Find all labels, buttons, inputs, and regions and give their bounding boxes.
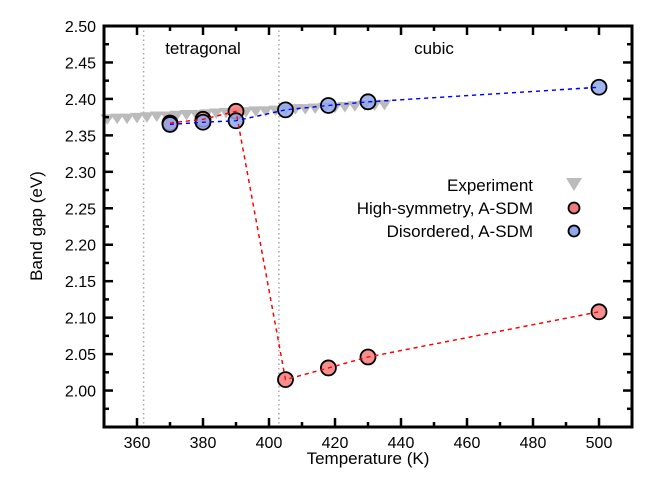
- experiment-point: [298, 104, 313, 115]
- y-tick-label: 2.15: [65, 274, 96, 291]
- legend-label: Experiment: [447, 176, 533, 195]
- x-tick-label: 500: [586, 435, 613, 452]
- disordered-point: [359, 93, 377, 111]
- x-tick-label: 460: [454, 435, 481, 452]
- experiment-point: [347, 101, 362, 112]
- y-tick-label: 2.05: [65, 347, 96, 364]
- y-tick-label: 2.45: [65, 55, 96, 72]
- experiment-point: [169, 110, 184, 122]
- experiment-point: [209, 108, 224, 120]
- x-tick-label: 360: [124, 435, 151, 452]
- x-tick-label: 380: [190, 435, 217, 452]
- model-points: [161, 78, 608, 389]
- disordered-point: [277, 101, 294, 119]
- x-axis-label: Temperature (K): [307, 449, 430, 468]
- y-tick-label: 2.10: [65, 311, 96, 328]
- disordered-point: [161, 116, 179, 133]
- phase-label: tetragonal: [165, 39, 241, 58]
- disordered-line-overlay: [169, 86, 600, 126]
- legend-triangle-icon: [566, 178, 582, 191]
- y-tick-label: 2.00: [65, 384, 96, 401]
- disordered-point: [319, 97, 337, 114]
- experiment-point: [179, 110, 194, 121]
- x-tick-label: 440: [388, 435, 415, 452]
- experiment-point: [110, 113, 125, 125]
- y-tick-label: 2.20: [65, 238, 96, 255]
- experiment-point: [377, 99, 392, 111]
- experiment-point: [337, 102, 352, 113]
- phase-boundaries: [142, 26, 280, 427]
- disordered-point: [590, 78, 608, 96]
- model-lines: [169, 86, 600, 381]
- plot-frame: [102, 24, 634, 429]
- high-symmetry-point: [590, 303, 608, 321]
- x-tick-label: 480: [520, 435, 547, 452]
- legend-circle-icon: [567, 201, 581, 215]
- experiment-point: [139, 112, 154, 123]
- y-tick-label: 2.40: [65, 92, 96, 109]
- high-symmetry-line-overlay: [169, 110, 600, 381]
- experiment-point: [308, 103, 323, 114]
- experiment-point: [149, 111, 164, 122]
- legend-circle-icon: [567, 224, 581, 238]
- axes: 360 380 400 420 440 460 480 500 2.00 2.05 2.10 2.15…: [65, 19, 634, 452]
- legend: Experiment High-symmetry, A-SDM Disordered…: [357, 176, 582, 241]
- y-tick-label: 2.30: [65, 165, 96, 182]
- legend-label: High-symmetry, A-SDM: [357, 199, 533, 218]
- x-tick-label: 420: [322, 435, 349, 452]
- experiment-point: [248, 106, 263, 117]
- high-symmetry-line: [169, 110, 600, 381]
- experiment-point: [130, 112, 144, 124]
- y-tick-label: 2.35: [65, 128, 96, 145]
- y-axis-label: Band gap (eV): [27, 171, 46, 281]
- experiment-point: [120, 113, 135, 125]
- experiment-point: [258, 106, 273, 117]
- y-tick-label: 2.25: [65, 201, 96, 218]
- phase-label: cubic: [414, 39, 454, 58]
- x-tick-label: 400: [256, 435, 283, 452]
- phase-annotations: tetragonal cubic: [165, 39, 454, 58]
- legend-label: Disordered, A-SDM: [387, 222, 533, 241]
- y-tick-label: 2.50: [65, 19, 96, 36]
